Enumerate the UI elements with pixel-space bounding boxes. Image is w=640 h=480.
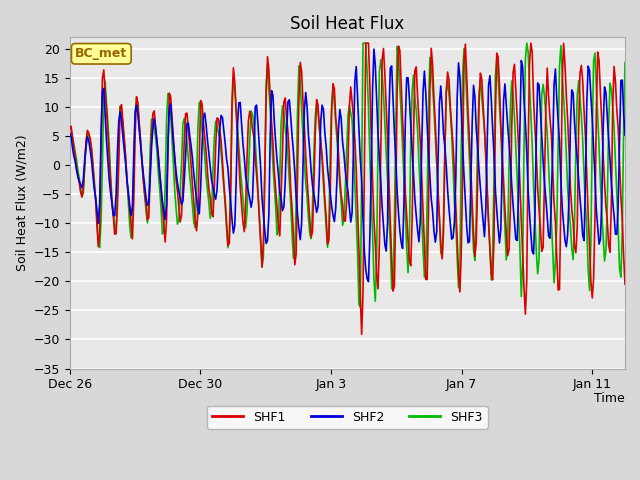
Text: BC_met: BC_met — [76, 47, 127, 60]
Legend: SHF1, SHF2, SHF3: SHF1, SHF2, SHF3 — [207, 406, 488, 429]
Y-axis label: Soil Heat Flux (W/m2): Soil Heat Flux (W/m2) — [15, 134, 28, 271]
X-axis label: Time: Time — [595, 392, 625, 405]
Title: Soil Heat Flux: Soil Heat Flux — [290, 15, 404, 33]
